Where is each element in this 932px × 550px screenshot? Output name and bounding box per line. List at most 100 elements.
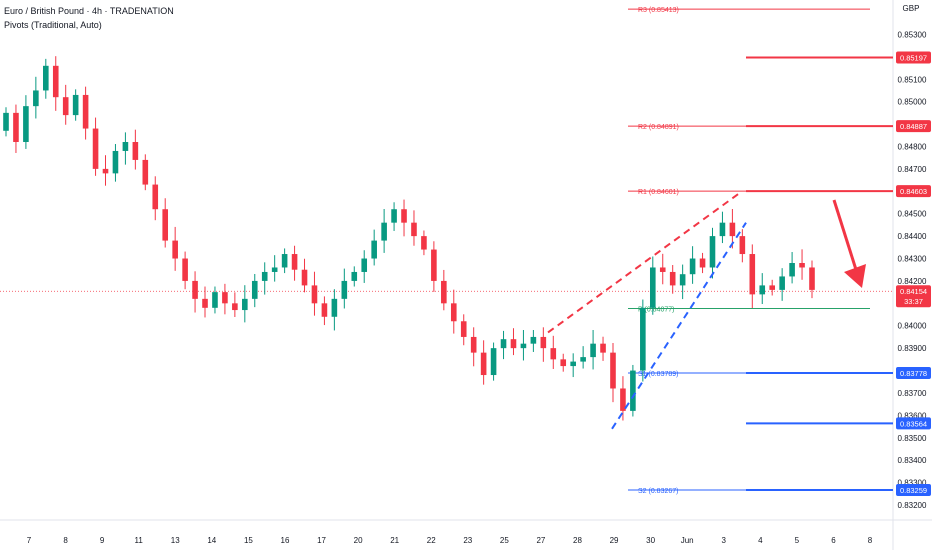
x-tick-label: 23 [463,536,472,545]
x-tick-label: 21 [390,536,399,545]
candle [301,258,308,293]
candle [182,251,188,290]
x-tick-label: 8 [868,536,873,545]
candle [62,84,69,125]
candle [689,246,696,284]
candle [769,279,775,296]
x-tick-label: 28 [573,536,582,545]
candle [132,129,139,170]
pivot-label-s1: S1 (0.83789) [638,371,678,378]
candle [450,289,457,334]
price-tag-label: 0.84887 [900,122,927,131]
candle [142,154,149,191]
candle [590,329,596,370]
candle [92,117,99,176]
candle [242,285,248,323]
candle [43,58,49,99]
candle [699,252,706,274]
x-tick-label: 11 [135,536,144,545]
candle [510,328,517,356]
x-tick-label: 4 [758,536,763,545]
x-tick-label: 6 [831,536,836,545]
x-tick-label: 8 [63,536,68,545]
symbol-title[interactable]: Euro / British Pound · 4h · TRADENATION [4,6,174,16]
candle [540,327,547,362]
support-trendline [611,222,747,430]
y-tick-label: 0.84700 [898,165,927,174]
candle [172,226,178,271]
candle [72,89,79,121]
candle [3,107,9,137]
candle [799,249,805,280]
x-tick-label: 16 [281,536,290,545]
price-tag [896,185,931,198]
y-tick-label: 0.85300 [898,30,927,39]
countdown-label: 33:37 [904,297,923,306]
candle [719,211,726,244]
x-tick-label: 9 [100,536,105,545]
pivot-label-s2: S2 (0.83267) [638,488,678,495]
candle [570,353,576,378]
forecast-arrow [832,199,860,277]
y-tick-label: 0.85100 [898,75,927,84]
price-tag-label: 0.85197 [900,54,927,63]
y-tick-label: 0.83500 [898,434,927,443]
candle [580,346,586,369]
candle [560,353,567,372]
candle [271,255,278,282]
y-tick-label: 0.85000 [898,98,927,107]
y-tick-label: 0.83700 [898,389,927,398]
candle [351,266,358,287]
y-tick-label: 0.84000 [898,322,927,331]
candle [630,364,636,417]
x-tick-label: 3 [722,536,727,545]
candle [222,283,228,315]
x-tick-label: 14 [207,536,216,545]
pivot-label-p: P (0.84077) [638,306,674,313]
candle [600,336,606,361]
candle [779,268,785,301]
candle [411,210,417,246]
candle [500,330,507,360]
chart-legend: Euro / British Pound · 4h · TRADENATION … [4,4,174,32]
y-tick-label: 0.84800 [898,142,927,151]
indicator-label[interactable]: Pivots (Traditional, Auto) [4,20,102,30]
candle [361,250,368,283]
candle [122,132,129,165]
candle [550,335,557,369]
candle [162,198,169,248]
candle [212,286,218,314]
resistance-trendline [547,190,743,334]
candle [739,229,746,263]
x-tick-label: 20 [354,536,363,545]
price-tag [896,483,931,496]
candle [470,327,477,367]
y-tick-label: 0.84200 [898,277,927,286]
current-price-tag [896,285,931,308]
y-tick-label: 0.83200 [898,501,927,510]
y-tick-label: 0.84300 [898,255,927,264]
candle [520,329,527,361]
candle [33,76,39,119]
candle [530,329,537,352]
candle [610,342,616,403]
candle [401,199,407,237]
price-tag [896,120,931,133]
x-tick-label: Jun [681,536,694,545]
candle [232,292,238,318]
x-tick-label: 30 [646,536,655,545]
y-tick-label: 0.83300 [898,479,927,488]
candle [709,227,716,279]
candle [202,286,208,318]
price-tag-label: 0.83259 [900,486,927,495]
currency-label[interactable]: GBP [902,4,920,13]
candle [112,144,119,182]
x-tick-label: 22 [427,536,436,545]
price-tag [896,51,931,64]
y-tick-label: 0.84400 [898,232,927,241]
price-tag [896,417,931,430]
y-tick-label: 0.83600 [898,411,927,420]
candle [759,273,766,305]
price-tag-label: 0.83564 [900,419,927,428]
